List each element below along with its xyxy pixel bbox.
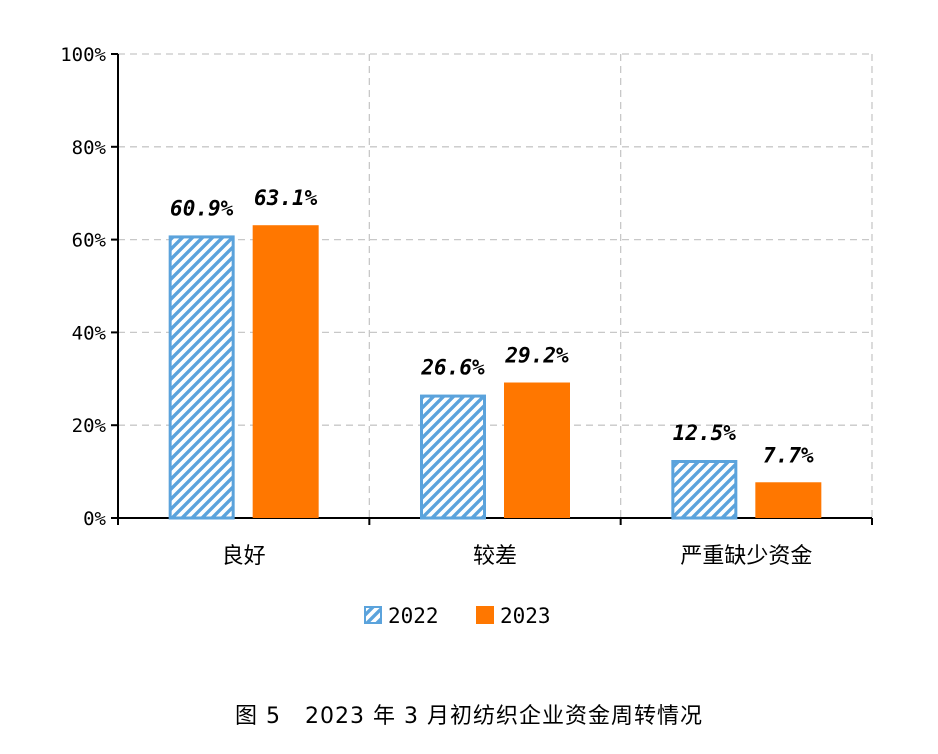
y-tick-label: 40% xyxy=(72,322,107,344)
gridlines xyxy=(118,53,873,518)
data-label-2022-1: 26.6% xyxy=(420,356,485,380)
bar-2022-1 xyxy=(420,394,486,520)
x-category-label: 较差 xyxy=(473,544,517,569)
data-label-2023-2: 7.7% xyxy=(763,443,814,467)
data-label-2022-0: 60.9% xyxy=(170,196,234,220)
data-label-2022-2: 12.5% xyxy=(673,421,737,445)
legend: 2022 2023 xyxy=(364,604,551,628)
data-label-2023-1: 29.2% xyxy=(504,344,569,368)
y-tick-label: 60% xyxy=(72,230,107,252)
bar-2023-1 xyxy=(504,382,570,518)
x-category-label: 良好 xyxy=(222,544,266,569)
axes: 0% 20% 40% 60% 80% 100% 良好 较差 严重缺少资金 xyxy=(60,44,873,569)
legend-swatch-2022 xyxy=(364,606,382,624)
legend-label-2022: 2022 xyxy=(388,604,439,628)
data-label-2023-0: 63.1% xyxy=(254,186,318,210)
bar-2022-2 xyxy=(671,460,738,520)
data-labels: 60.9% 26.6% 12.5% 63.1% 29.2% 7.7% xyxy=(170,186,814,467)
y-tick-label: 0% xyxy=(83,508,106,530)
bar-2023-0 xyxy=(252,225,319,518)
bars xyxy=(168,225,822,520)
y-tick-label: 100% xyxy=(60,44,106,66)
figure-caption: 图 5 2023 年 3 月初纺织企业资金周转情况 xyxy=(235,704,703,729)
bar-chart: 0% 20% 40% 60% 80% 100% 良好 较差 严重缺少资金 60.9% 26.6% 1… xyxy=(60,44,873,628)
legend-label-2023: 2023 xyxy=(500,604,551,628)
legend-swatch-2023 xyxy=(476,606,494,624)
y-tick-label: 20% xyxy=(72,415,107,437)
y-tick-label: 80% xyxy=(72,137,107,159)
x-category-label: 严重缺少资金 xyxy=(680,544,812,569)
bar-2022-0 xyxy=(168,235,235,520)
bar-2023-2 xyxy=(755,482,822,518)
